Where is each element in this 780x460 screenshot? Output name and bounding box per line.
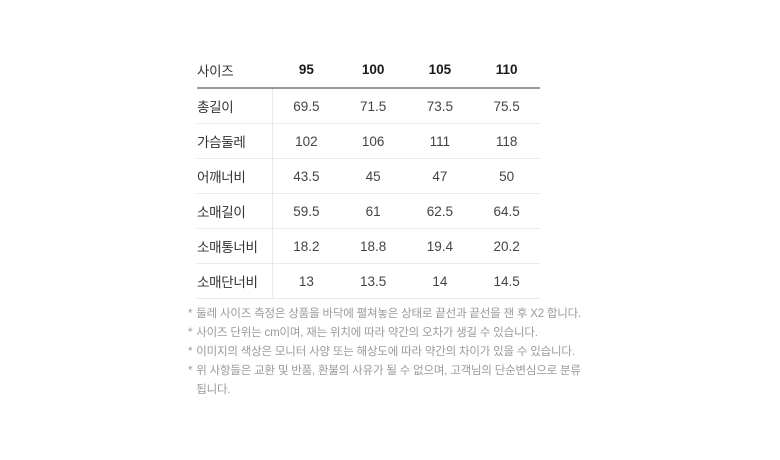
footnote-bullet: * xyxy=(188,308,193,320)
measurement-value: 106 xyxy=(361,133,385,149)
measurement-value: 118 xyxy=(495,133,518,149)
measurement-value: 13 xyxy=(298,273,314,289)
measurement-value: 45 xyxy=(365,168,381,184)
measurement-value: 18.8 xyxy=(359,238,387,254)
size-column-header: 95 xyxy=(298,62,314,77)
size-table-header-label: 사이즈 xyxy=(197,63,234,79)
size-column-header: 105 xyxy=(428,62,452,77)
size-guide-footnotes: * 둘레 사이즈 측정은 상품을 바닥에 펼쳐놓은 상태로 끝선과 끝선을 잰 후… xyxy=(188,305,588,400)
footnote-line: * 위 사항들은 교환 및 반품, 환불의 사유가 될 수 없으며, 고객님의 단… xyxy=(188,362,588,400)
footnote-text: 사이즈 단위는 cm이며, 재는 위치에 따라 약간의 오차가 생길 수 있습니… xyxy=(196,327,538,339)
size-column-header: 110 xyxy=(495,62,518,77)
size-column-header: 100 xyxy=(361,62,385,77)
footnote-line: * 둘레 사이즈 측정은 상품을 바닥에 펼쳐놓은 상태로 끝선과 끝선을 잰 후… xyxy=(188,305,588,324)
footnote-text: 이미지의 색상은 모니터 사양 또는 해상도에 따라 약간의 차이가 있을 수 … xyxy=(196,346,575,358)
measurement-value: 59.5 xyxy=(293,203,320,219)
measurement-value: 18.2 xyxy=(293,238,320,254)
table-row: 총길이 69.5 71.5 73.5 75.5 xyxy=(197,89,540,124)
measurement-value: 62.5 xyxy=(426,203,454,219)
measurement-value: 43.5 xyxy=(293,168,320,184)
measurement-value: 75.5 xyxy=(493,98,520,114)
measurement-label: 소매단너비 xyxy=(197,264,273,298)
measurement-label: 어깨너비 xyxy=(197,159,273,193)
measurement-value: 14.5 xyxy=(493,273,520,289)
table-row: 어깨너비 43.5 45 47 50 xyxy=(197,159,540,194)
table-row: 소매통너비 18.2 18.8 19.4 20.2 xyxy=(197,229,540,264)
table-row: 가슴둘레 102 106 111 118 xyxy=(197,124,540,159)
footnote-text: 위 사항들은 교환 및 반품, 환불의 사유가 될 수 없으며, 고객님의 단순… xyxy=(196,365,581,396)
measurement-label: 소매길이 xyxy=(197,194,273,228)
measurement-value: 20.2 xyxy=(493,238,520,254)
measurement-value: 47 xyxy=(432,168,448,184)
measurement-value: 102 xyxy=(295,133,318,149)
footnote-line: * 사이즈 단위는 cm이며, 재는 위치에 따라 약간의 오차가 생길 수 있습… xyxy=(188,324,588,343)
size-table: 사이즈 95 100 105 110 총길이 69.5 71.5 73.5 75.5 가슴둘레 1… xyxy=(197,52,540,299)
measurement-value: 14 xyxy=(432,273,448,289)
table-row: 소매길이 59.5 61 62.5 64.5 xyxy=(197,194,540,229)
footnote-text: 둘레 사이즈 측정은 상품을 바닥에 펼쳐놓은 상태로 끝선과 끝선을 잰 후 … xyxy=(196,308,582,320)
footnote-bullet: * xyxy=(188,365,193,377)
measurement-value: 71.5 xyxy=(359,98,387,114)
measurement-value: 64.5 xyxy=(493,203,520,219)
measurement-label: 가슴둘레 xyxy=(197,124,273,158)
measurement-value: 19.4 xyxy=(426,238,454,254)
measurement-label: 소매통너비 xyxy=(197,229,273,263)
footnote-bullet: * xyxy=(188,346,193,358)
measurement-value: 61 xyxy=(365,203,381,219)
table-row: 소매단너비 13 13.5 14 14.5 xyxy=(197,264,540,299)
footnote-bullet: * xyxy=(188,327,193,339)
size-table-header-row: 사이즈 95 100 105 110 xyxy=(197,52,540,89)
measurement-label: 총길이 xyxy=(197,89,273,123)
measurement-value: 111 xyxy=(429,133,451,149)
measurement-value: 50 xyxy=(499,168,515,184)
measurement-value: 13.5 xyxy=(359,273,387,289)
measurement-value: 73.5 xyxy=(426,98,454,114)
footnote-line: * 이미지의 색상은 모니터 사양 또는 해상도에 따라 약간의 차이가 있을 수… xyxy=(188,343,588,362)
measurement-value: 69.5 xyxy=(293,98,320,114)
